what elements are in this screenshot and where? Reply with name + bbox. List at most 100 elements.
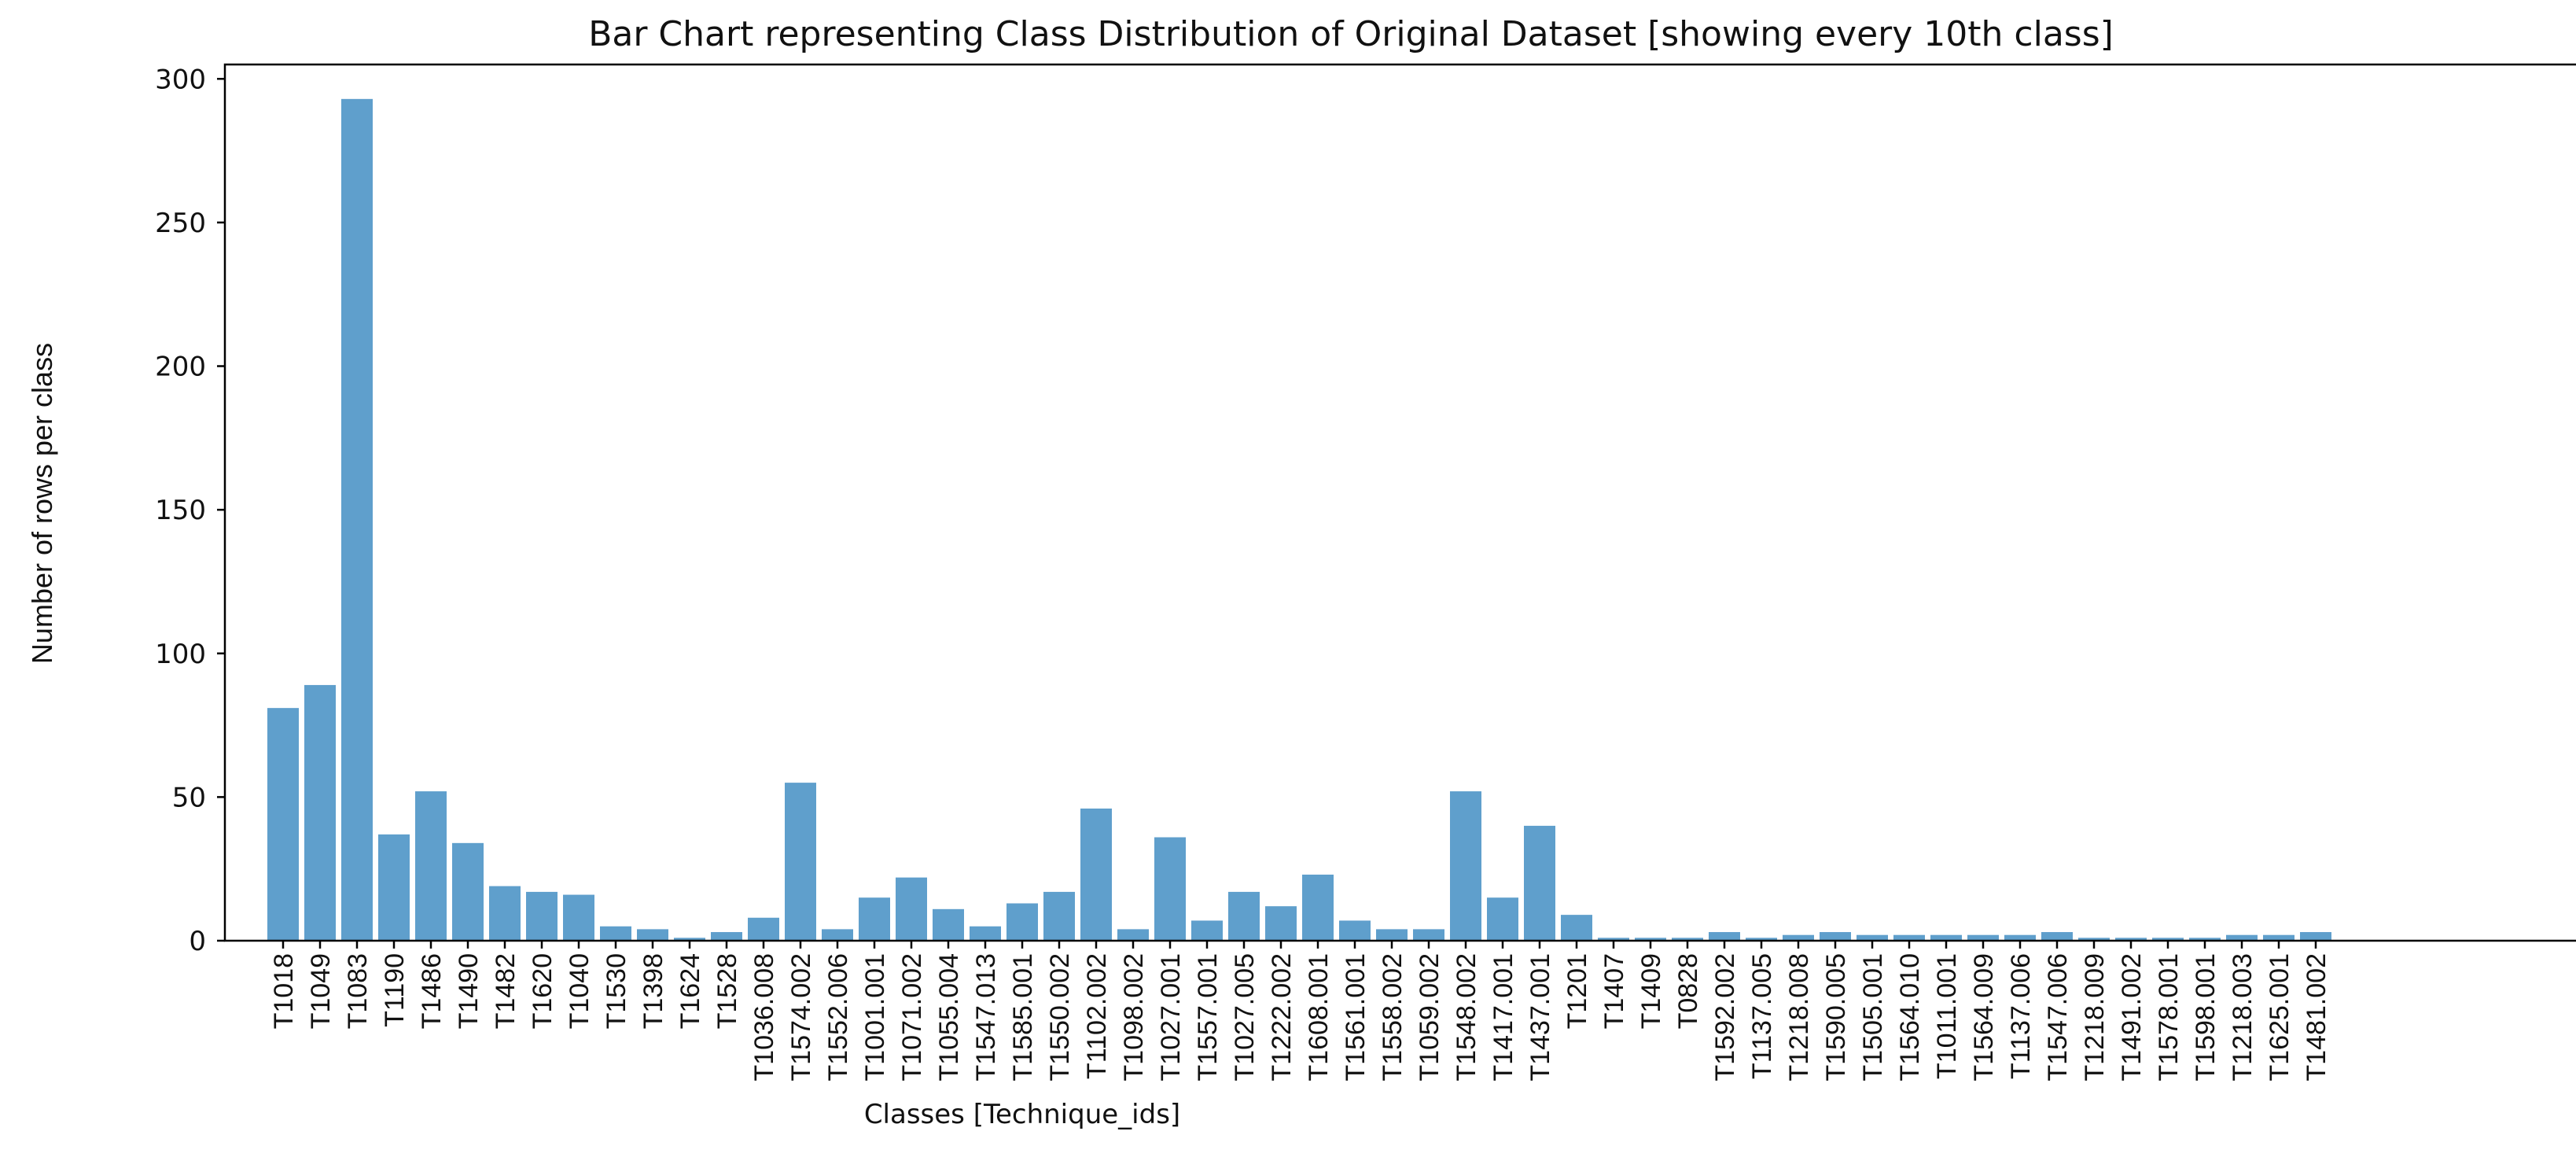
bar-T1059.002: [1413, 929, 1444, 941]
x-tick-label: T1407: [1599, 953, 1629, 1029]
x-tick-label: T1578.001: [2154, 953, 2184, 1081]
x-tick-label: T1137.006: [2006, 953, 2036, 1079]
x-tick-label: T1409: [1636, 953, 1666, 1029]
bar-T1055.004: [933, 908, 964, 941]
y-tick-label: 250: [155, 208, 206, 239]
x-tick-label: T1102.002: [1082, 953, 1112, 1079]
bar-T1407: [1598, 938, 1629, 941]
x-tick-label: T1190: [380, 953, 410, 1027]
bar-T1574.002: [785, 783, 816, 941]
x-tick-label: T1558.002: [1378, 953, 1408, 1081]
x-tick-label: T0828: [1673, 953, 1703, 1029]
x-axis-ticks: T1018 T1049 T1083 T1190 T1486 T1490 T1482 T1620…: [269, 941, 2331, 1081]
x-tick-label: T1027.005: [1230, 953, 1260, 1081]
x-tick-label: T1620: [528, 953, 558, 1029]
x-tick-label: T1557.001: [1193, 953, 1223, 1081]
x-tick-label: T1481.002: [2302, 953, 2331, 1081]
x-tick-label: T1550.002: [1045, 953, 1075, 1081]
bar-T1071.002: [896, 877, 927, 941]
x-tick-label: T1547.006: [2043, 953, 2073, 1081]
axes-frame: [223, 63, 2576, 942]
bar-T1585.001: [1006, 903, 1038, 941]
x-tick-label: T1490: [454, 953, 484, 1029]
bar-T1137.005: [1746, 938, 1777, 941]
y-tick-label: 50: [172, 782, 206, 813]
bar-T1625.001: [2263, 934, 2294, 941]
bar-T1011.001: [1930, 934, 1962, 941]
x-tick-label: T1218.008: [1784, 953, 1814, 1081]
bar-T1102.002: [1080, 808, 1112, 941]
y-tick-label: 200: [155, 352, 206, 383]
bar-T1218.009: [2078, 938, 2110, 941]
bar-T1557.001: [1191, 920, 1223, 941]
bar-T1190: [378, 834, 410, 941]
bar-T1040: [563, 894, 594, 941]
x-tick-label: T1083: [343, 953, 373, 1029]
bar-T1620: [526, 891, 558, 941]
x-tick-label: T1505.001: [1858, 953, 1888, 1081]
x-tick-label: T1001.001: [860, 953, 890, 1081]
bar-T1486: [415, 791, 447, 941]
bar-T1027.001: [1154, 837, 1186, 941]
bars-group: [267, 98, 2331, 941]
bar-T0828: [1672, 938, 1703, 941]
x-tick-label: T1049: [306, 953, 336, 1029]
bar-T1481.002: [2300, 932, 2331, 941]
x-tick-label: T1398: [638, 953, 668, 1029]
x-tick-label: T1055.004: [934, 953, 964, 1081]
x-tick-label: T1491.002: [2117, 953, 2147, 1081]
x-tick-label: T1598.001: [2191, 953, 2221, 1081]
x-tick-label: T1486: [417, 953, 447, 1029]
x-tick-label: T1574.002: [786, 953, 816, 1081]
x-tick-label: T1417.001: [1489, 953, 1518, 1081]
x-tick-label: T1059.002: [1415, 953, 1444, 1081]
x-tick-label: T1590.005: [1821, 953, 1851, 1081]
x-tick-label: T1482: [491, 953, 521, 1029]
bar-T1398: [637, 929, 668, 941]
bar-T1564.010: [1893, 934, 1925, 941]
bar-T1001.001: [859, 897, 890, 941]
x-tick-label: T1137.005: [1747, 953, 1777, 1079]
bar-T1548.002: [1450, 791, 1481, 941]
bar-T1578.001: [2152, 938, 2184, 941]
bar-T1490: [452, 842, 484, 941]
bar-T1528: [711, 932, 742, 941]
bar-T1505.001: [1857, 934, 1888, 941]
y-tick-label: 100: [155, 639, 206, 670]
x-tick-label: T1040: [565, 953, 594, 1029]
x-tick-label: T1011.001: [1932, 953, 1962, 1079]
bar-T1552.006: [822, 929, 853, 941]
y-tick-label: 0: [189, 926, 206, 957]
bar-T1409: [1635, 938, 1666, 941]
x-tick-label: T1528: [712, 953, 742, 1029]
x-tick-label: T1564.009: [1969, 953, 1999, 1081]
bar-T1491.002: [2115, 938, 2147, 941]
bar-T1222.002: [1265, 906, 1297, 941]
bar-T1201: [1561, 915, 1592, 941]
x-tick-label: T1071.002: [897, 953, 927, 1081]
bar-T1547.013: [970, 926, 1001, 941]
x-axis-label: Classes [Technique_ids]: [864, 1099, 1180, 1130]
bar-T1036.008: [748, 917, 779, 941]
bar-T1083: [341, 98, 373, 941]
bar-T1547.006: [2041, 932, 2073, 941]
y-axis-ticks: 0 50 100 150 200 250 300: [155, 64, 225, 957]
x-tick-label: T1608.001: [1304, 953, 1334, 1081]
x-tick-label: T1547.013: [971, 953, 1001, 1081]
bar-T1530: [600, 926, 631, 941]
x-tick-label: T1564.010: [1895, 953, 1925, 1081]
x-tick-label: T1548.002: [1452, 953, 1481, 1081]
x-tick-label: T1624: [675, 953, 705, 1029]
x-tick-label: T1201: [1562, 953, 1592, 1029]
bar-T1592.002: [1709, 932, 1740, 941]
x-tick-label: T1018: [269, 953, 299, 1029]
bar-T1624: [674, 938, 705, 941]
bar-T1027.005: [1228, 891, 1260, 941]
bar-T1437.001: [1524, 825, 1555, 941]
y-tick-label: 150: [155, 495, 206, 526]
bar-T1558.002: [1376, 929, 1408, 941]
bar-T1482: [489, 886, 521, 941]
x-tick-label: T1585.001: [1008, 953, 1038, 1081]
bar-T1561.001: [1339, 920, 1371, 941]
